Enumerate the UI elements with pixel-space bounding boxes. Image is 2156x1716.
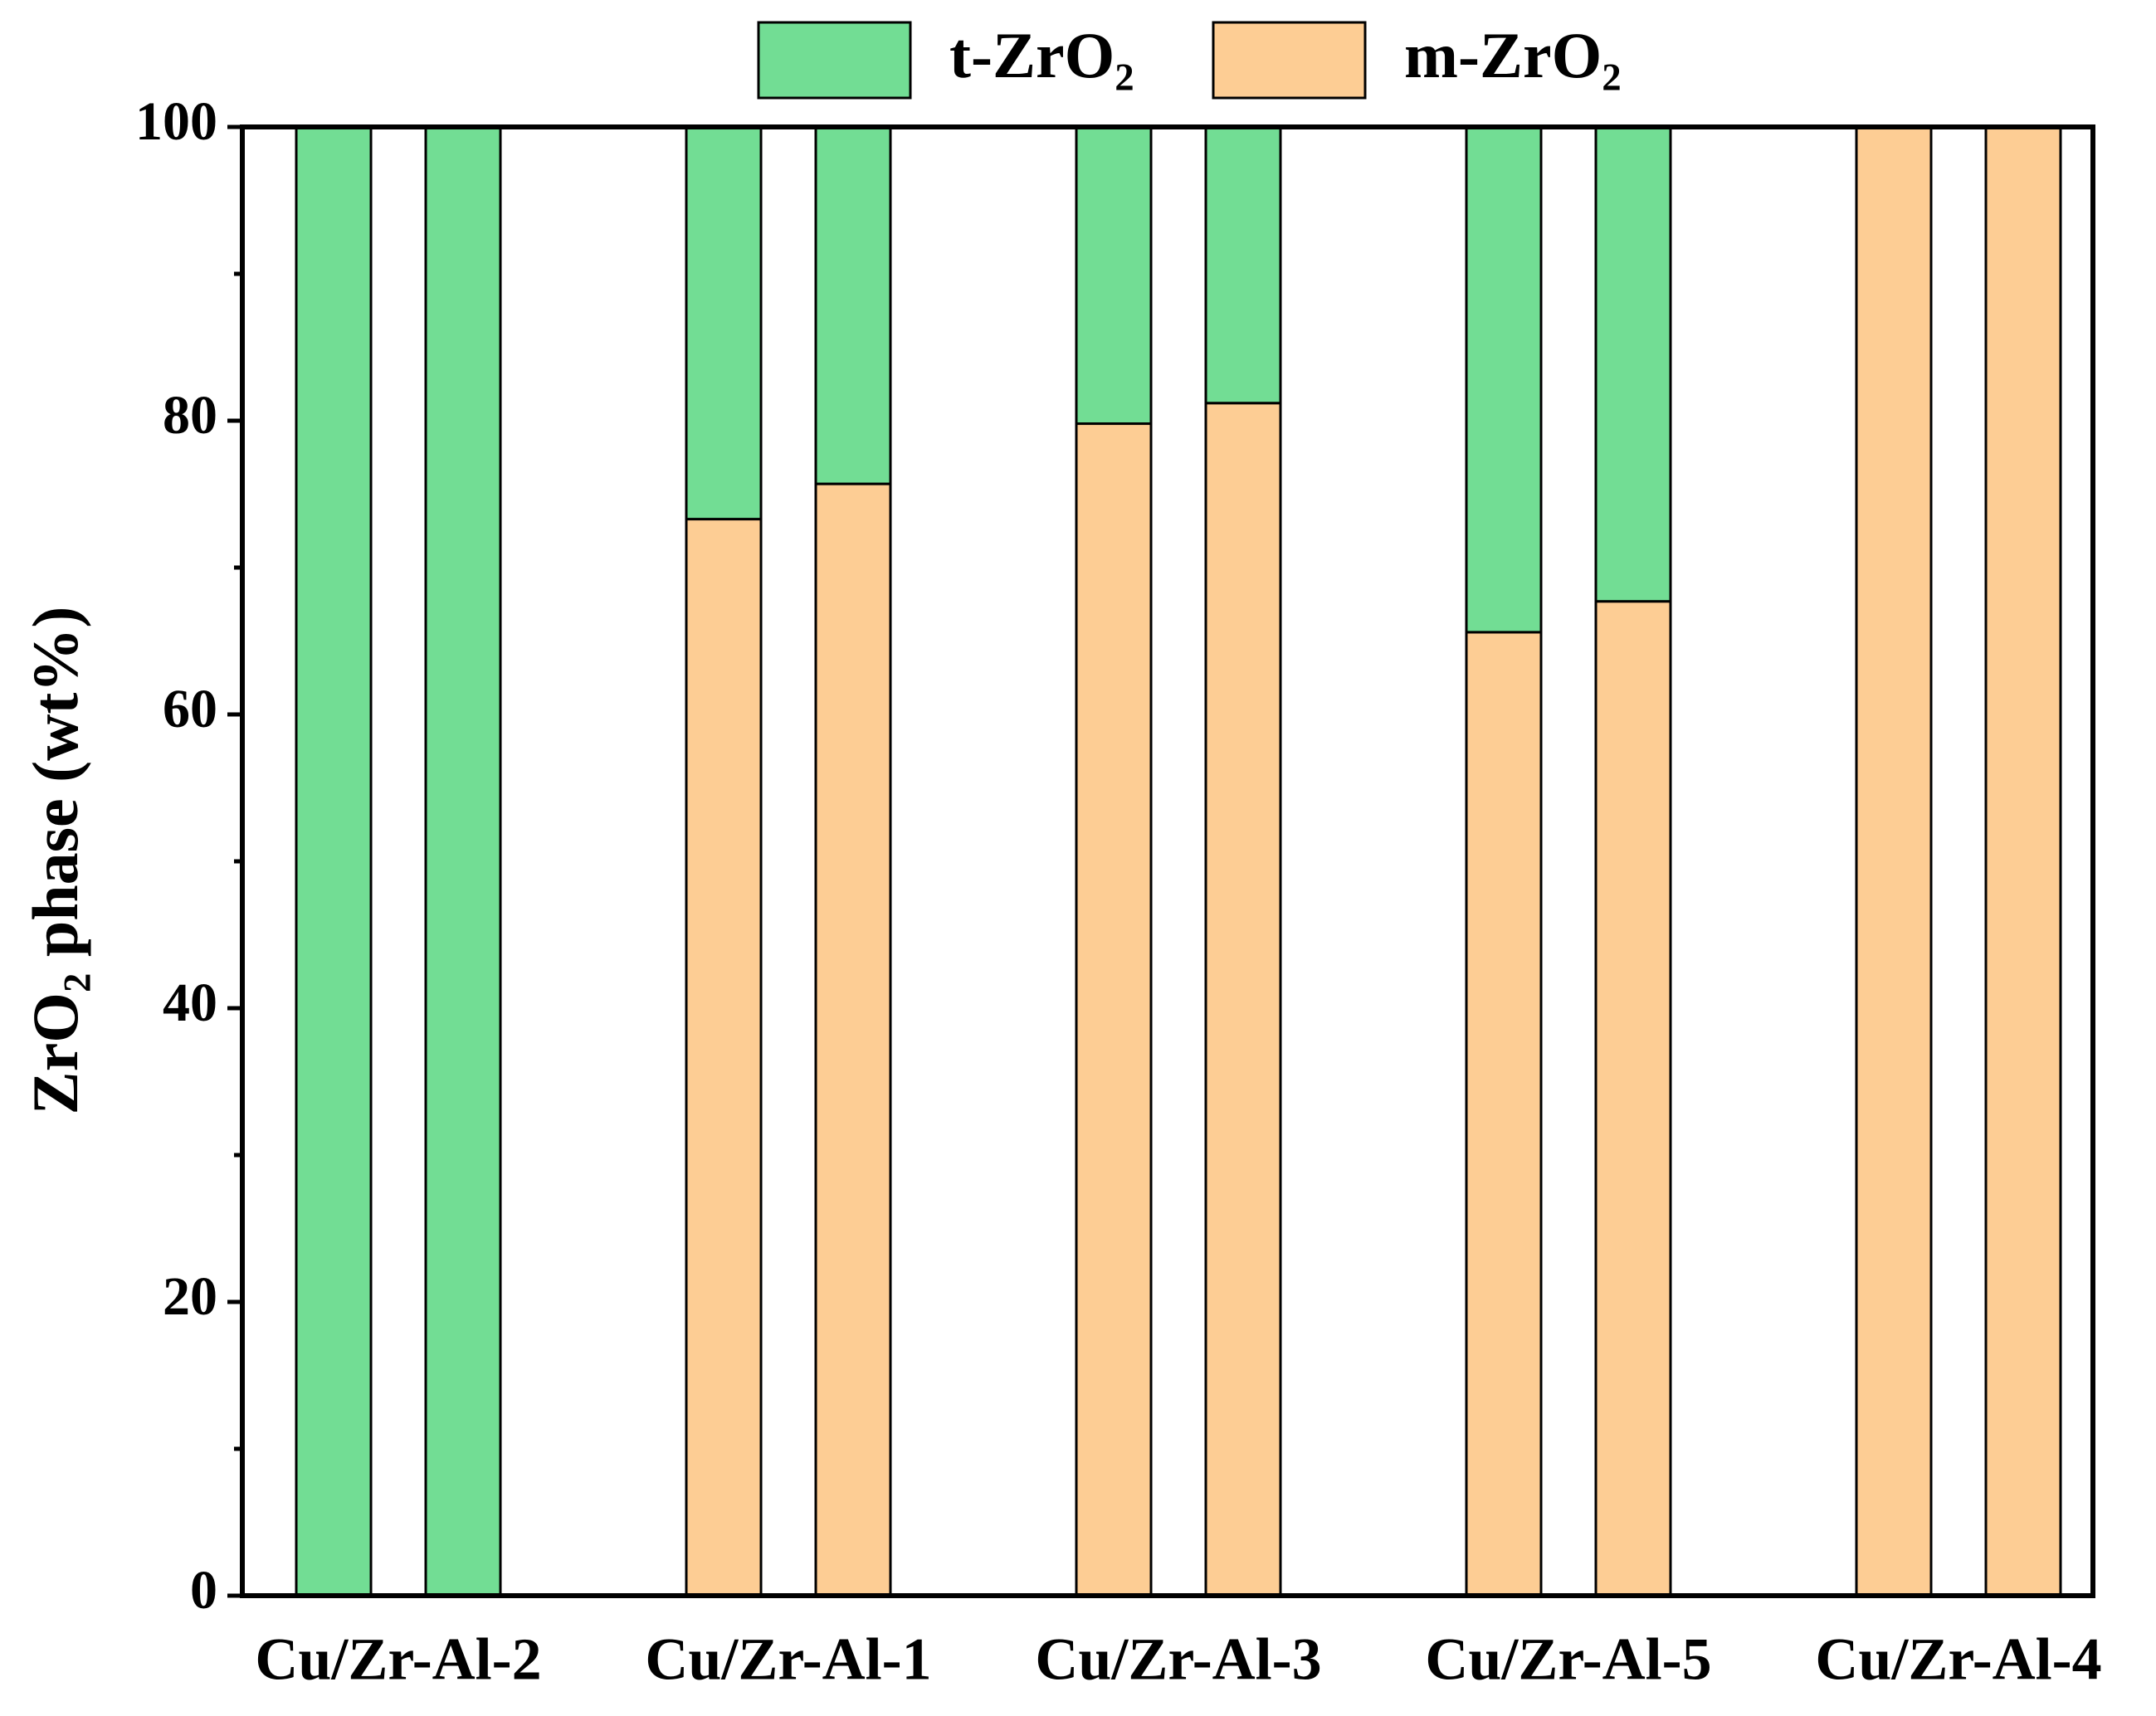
x-tick-label: Cu/Zr-Al-1	[645, 1626, 931, 1693]
bar-segment	[1204, 402, 1282, 1597]
bar-segment	[1075, 125, 1153, 426]
legend-label: t-ZrO₂	[949, 19, 1134, 91]
bar-segment	[1594, 600, 1672, 1597]
bar-segment	[1984, 125, 2062, 1597]
legend-swatch	[1212, 21, 1367, 100]
y-tick-label: 20	[163, 1266, 217, 1327]
bar-segment	[1204, 125, 1282, 405]
y-tick-label: 60	[163, 679, 217, 739]
y-tick-label: 80	[163, 385, 217, 446]
bar-segment	[295, 125, 373, 1597]
x-tick-label: Cu/Zr-Al-4	[1815, 1626, 2101, 1693]
bar-segment	[685, 125, 763, 521]
bar-segment	[1594, 125, 1672, 603]
bar-segment	[814, 482, 892, 1597]
bar-segment	[1465, 631, 1543, 1597]
x-tick-label: Cu/Zr-Al-2	[255, 1626, 541, 1693]
y-tick-label: 40	[163, 973, 217, 1033]
legend-label: m-ZrO₂	[1404, 19, 1622, 91]
bar-segment	[685, 518, 763, 1597]
y-axis-label: ZrO₂ phase (wt%)	[19, 607, 91, 1115]
y-tick-label: 0	[190, 1560, 217, 1621]
plot-frame	[240, 124, 2095, 1598]
x-tick-label: Cu/Zr-Al-3	[1035, 1626, 1321, 1693]
bar-segment	[1855, 125, 1933, 1597]
bar-segment	[1075, 422, 1153, 1597]
bar-segment	[1465, 125, 1543, 634]
bar-segment	[814, 125, 892, 485]
x-tick-label: Cu/Zr-Al-5	[1425, 1626, 1711, 1693]
legend-swatch	[757, 21, 912, 100]
y-tick-label: 100	[135, 91, 217, 152]
bar-segment	[424, 125, 502, 1597]
